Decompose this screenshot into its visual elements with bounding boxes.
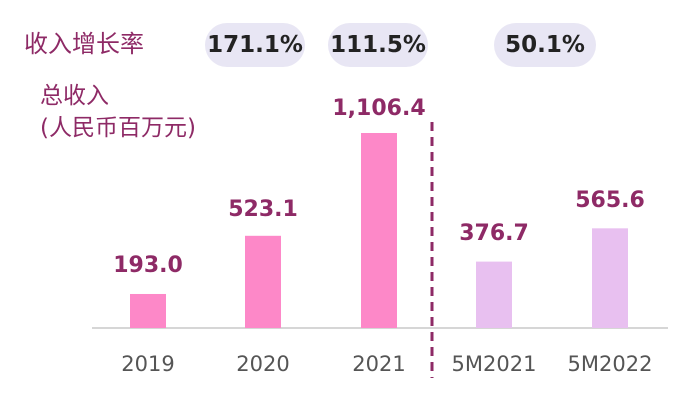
currency-unit-label: (人民币百万元) <box>40 115 196 141</box>
value-label-2021: 1,106.4 <box>332 96 426 121</box>
total-revenue-title: 总收入 (人民币百万元) <box>40 80 196 144</box>
category-label-2019: 2019 <box>121 352 175 376</box>
category-label-2020: 2020 <box>236 352 290 376</box>
growth-pill-2020: 171.1% <box>205 23 305 67</box>
growth-pill-5m2022: 50.1% <box>494 23 596 67</box>
value-label-5m2021: 376.7 <box>459 221 529 246</box>
growth-pill-2021: 111.5% <box>328 23 428 67</box>
bar-5m2021 <box>476 261 512 328</box>
value-label-2019: 193.0 <box>113 253 183 278</box>
bar-2019 <box>130 293 166 328</box>
total-revenue-label: 总收入 <box>40 83 109 109</box>
bar-5m2022 <box>592 228 628 328</box>
growth-rate-title: 收入增长率 <box>24 30 144 58</box>
bar-2020 <box>245 235 281 328</box>
category-label-2021: 2021 <box>352 352 406 376</box>
bar-2021 <box>361 133 397 328</box>
category-label-5m2021: 5M2021 <box>451 352 537 376</box>
value-label-5m2022: 565.6 <box>575 188 645 213</box>
value-label-2020: 523.1 <box>228 197 298 222</box>
category-label-5m2022: 5M2022 <box>567 352 653 376</box>
